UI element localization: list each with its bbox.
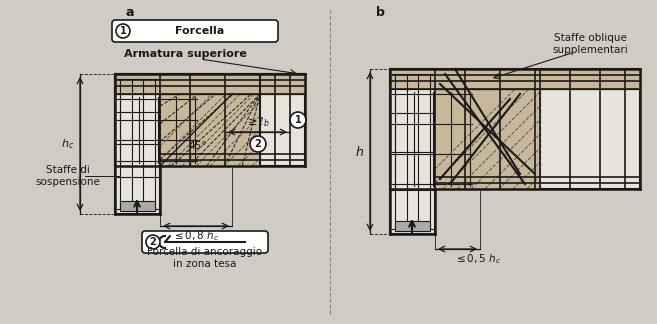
Polygon shape (160, 94, 260, 166)
Bar (115, 74, 305, 94)
Bar (115, 74, 305, 94)
Circle shape (290, 112, 306, 128)
Circle shape (146, 235, 160, 249)
Bar (390, 69, 435, 234)
Text: b: b (376, 6, 384, 18)
Text: 2: 2 (255, 139, 261, 149)
Text: 2: 2 (150, 237, 156, 247)
Text: $\leq 0,8\ h_c$: $\leq 0,8\ h_c$ (172, 229, 219, 243)
Bar (390, 69, 640, 89)
Text: $\geq \ell_b$: $\geq \ell_b$ (245, 115, 270, 129)
FancyBboxPatch shape (142, 231, 268, 253)
Text: $h$: $h$ (355, 145, 365, 158)
Text: Staffe oblique
supplementari: Staffe oblique supplementari (552, 33, 628, 55)
Text: 45°: 45° (189, 141, 207, 151)
Text: $h_c$: $h_c$ (61, 137, 75, 151)
Bar (120, 201, 155, 211)
Circle shape (116, 24, 130, 38)
Text: Armatura superiore: Armatura superiore (124, 49, 246, 59)
Text: Forcella di ancoraggio
in zona tesa: Forcella di ancoraggio in zona tesa (147, 247, 263, 269)
Bar (390, 69, 640, 89)
Text: Forcella: Forcella (175, 26, 225, 36)
FancyBboxPatch shape (112, 20, 278, 42)
Bar (115, 74, 305, 166)
Text: 1: 1 (294, 115, 302, 125)
Circle shape (250, 136, 266, 152)
Text: a: a (125, 6, 134, 18)
Text: 1: 1 (120, 26, 126, 36)
Bar (395, 221, 430, 231)
Text: $\leq 0,5\ h_c$: $\leq 0,5\ h_c$ (454, 252, 501, 266)
Polygon shape (435, 89, 540, 189)
Text: Staffe di
sospensione: Staffe di sospensione (35, 165, 101, 187)
Bar (115, 74, 160, 214)
Bar (390, 69, 640, 189)
